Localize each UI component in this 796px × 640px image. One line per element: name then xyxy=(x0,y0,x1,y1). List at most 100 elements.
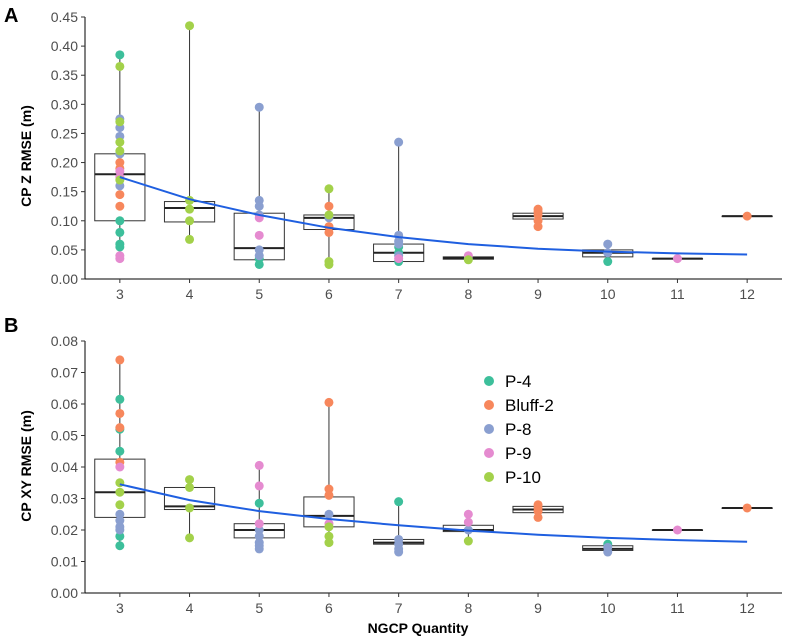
panel-a-y-tick-label: 0.15 xyxy=(51,184,78,200)
panel-a-point-p-10 xyxy=(115,117,125,127)
panel-a-point-p-8 xyxy=(603,239,613,249)
panel-b-point-p-8 xyxy=(115,516,125,526)
legend-label-p-8: P-8 xyxy=(505,420,531,439)
panel-a-point-p-10 xyxy=(324,259,334,269)
panel-b-y-axis-title: CP XY RMSE (m) xyxy=(18,410,34,522)
panel-b-point-p-9 xyxy=(254,519,264,529)
panel-a-point-p-10 xyxy=(185,234,195,244)
panel-b-point-p-9 xyxy=(254,481,264,491)
panel-b-point-p-10 xyxy=(115,487,125,497)
panel-b-point-p-8 xyxy=(254,544,264,554)
panel-b-x-tick-label: 9 xyxy=(534,600,542,616)
panel-a-point-p-4 xyxy=(115,216,125,226)
panel-a-x-tick-label: 7 xyxy=(395,286,403,302)
panel-a-point-p-10 xyxy=(115,137,125,147)
panel-b-point-p-10 xyxy=(115,500,125,510)
panel-b-point-p-10 xyxy=(463,536,473,546)
panel-a-point-p-8 xyxy=(254,201,264,211)
panel-a-trend-line xyxy=(119,176,748,256)
legend-marker-bluff-2 xyxy=(484,400,494,410)
panel-b-y-tick-label: 0.02 xyxy=(51,522,78,538)
panel-b-point-p-10 xyxy=(185,482,195,492)
panel-b-y-tick-label: 0.07 xyxy=(51,365,78,381)
panel-b-point-bluff-2 xyxy=(324,484,334,494)
panel-a-x-tick-label: 11 xyxy=(670,286,685,302)
panel-a-y-tick-label: 0.30 xyxy=(51,96,78,112)
panel-b-point-bluff-2 xyxy=(324,397,334,407)
panel-b-point-p-9 xyxy=(115,462,125,472)
panel-b-point-p-9 xyxy=(463,509,473,519)
panel-a-point-p-10 xyxy=(324,210,334,220)
panel-b-x-tick-label: 7 xyxy=(395,600,403,616)
panel-a-y-tick-label: 0.45 xyxy=(51,9,78,25)
panel-a-point-p-10 xyxy=(115,61,125,71)
panel-a-y-axis-title: CP Z RMSE (m) xyxy=(18,105,34,207)
panel-a-point-bluff-2 xyxy=(324,227,334,237)
legend-marker-p-9 xyxy=(484,448,494,458)
panel-b-point-p-8 xyxy=(115,509,125,519)
panel-a-point-p-8 xyxy=(603,248,613,258)
panel-b-point-p-10 xyxy=(324,531,334,541)
panel-b-point-p-8 xyxy=(394,547,404,557)
panel-b-x-tick-label: 5 xyxy=(255,600,263,616)
panel-a-x-tick-label: 4 xyxy=(186,286,194,302)
panel-a-y-tick-label: 0.25 xyxy=(51,125,78,141)
panel-a-point-bluff-2 xyxy=(742,211,752,221)
panel-a-point-p-8 xyxy=(254,102,264,112)
panel-b-trend-line xyxy=(119,483,748,543)
panel-b-point-p-8 xyxy=(254,531,264,541)
panel-b-x-tick-label: 6 xyxy=(325,600,333,616)
legend-marker-p-10 xyxy=(484,472,494,482)
panel-a-x-tick-label: 10 xyxy=(600,286,616,302)
panel-a: A CP Z RMSE (m) 0.00 0.05 0.10 0.15 0.20 0.25… xyxy=(4,5,782,302)
panel-a-y-tick-label: 0.05 xyxy=(51,242,78,258)
panel-b-point-bluff-2 xyxy=(324,490,334,500)
panel-b-point-p-10 xyxy=(324,522,334,532)
panel-b-x-tick-label: 10 xyxy=(600,600,616,616)
panel-b-x-tick-label: 4 xyxy=(186,600,194,616)
panel-b-point-p-4 xyxy=(254,498,264,508)
panel-b-y-tick-label: 0.04 xyxy=(51,459,78,475)
panel-b-y-tick-label: 0.01 xyxy=(51,554,78,570)
panel-b-y-tick-label: 0.05 xyxy=(51,428,78,444)
panel-b-x-tick-label: 11 xyxy=(670,600,685,616)
panel-a-x-tick-label: 8 xyxy=(464,286,472,302)
panel-a-point-p-4 xyxy=(254,259,264,269)
panel-b-point-bluff-2 xyxy=(115,423,125,433)
panel-a-point-p-10 xyxy=(115,175,125,185)
panel-a-point-bluff-2 xyxy=(533,222,543,232)
panel-b-point-p-8 xyxy=(115,525,125,535)
panel-a-point-bluff-2 xyxy=(115,190,125,200)
panel-a-label: A xyxy=(4,5,18,27)
panel-b-point-p-9 xyxy=(254,460,264,470)
panel-b-x-tick-label: 8 xyxy=(464,600,472,616)
legend-marker-p-4 xyxy=(484,376,494,386)
panel-b-point-p-10 xyxy=(185,503,195,513)
panel-a-point-p-9 xyxy=(394,254,404,264)
legend-label-bluff-2: Bluff-2 xyxy=(505,396,554,415)
panel-b-x-tick-label: 12 xyxy=(739,600,755,616)
panel-b-y-tick-label: 0.08 xyxy=(51,333,78,349)
panel-a-x-tick-label: 3 xyxy=(116,286,124,302)
legend-marker-p-8 xyxy=(484,424,494,434)
panel-a-point-p-10 xyxy=(463,255,473,265)
panel-b-point-p-4 xyxy=(115,394,125,404)
legend-label-p-4: P-4 xyxy=(505,372,531,391)
panel-a-point-p-10 xyxy=(185,204,195,214)
x-axis-title: NGCP Quantity xyxy=(368,620,469,636)
panel-a-point-p-4 xyxy=(115,227,125,237)
panel-a-point-p-8 xyxy=(254,251,264,261)
panel-b-point-p-8 xyxy=(603,547,613,557)
panel-a-point-p-9 xyxy=(254,230,264,240)
panel-b-point-p-9 xyxy=(463,517,473,527)
panel-a-point-bluff-2 xyxy=(115,201,125,211)
panel-a-point-p-10 xyxy=(115,146,125,156)
panel-a-point-p-8 xyxy=(394,239,404,249)
panel-b-point-bluff-2 xyxy=(533,512,543,522)
panel-b: B CP XY RMSE (m) NGCP Quantity 0.000.010… xyxy=(4,315,782,636)
panel-a-y-tick-label: 0.10 xyxy=(51,213,78,229)
panel-a-point-p-4 xyxy=(115,242,125,252)
panel-b-point-bluff-2 xyxy=(533,506,543,516)
panel-b-marks: 0.00 0.01 0.02 0.03 0.04 0.05 0.06 0.07 0.08 3 4 5 6… xyxy=(51,333,782,616)
